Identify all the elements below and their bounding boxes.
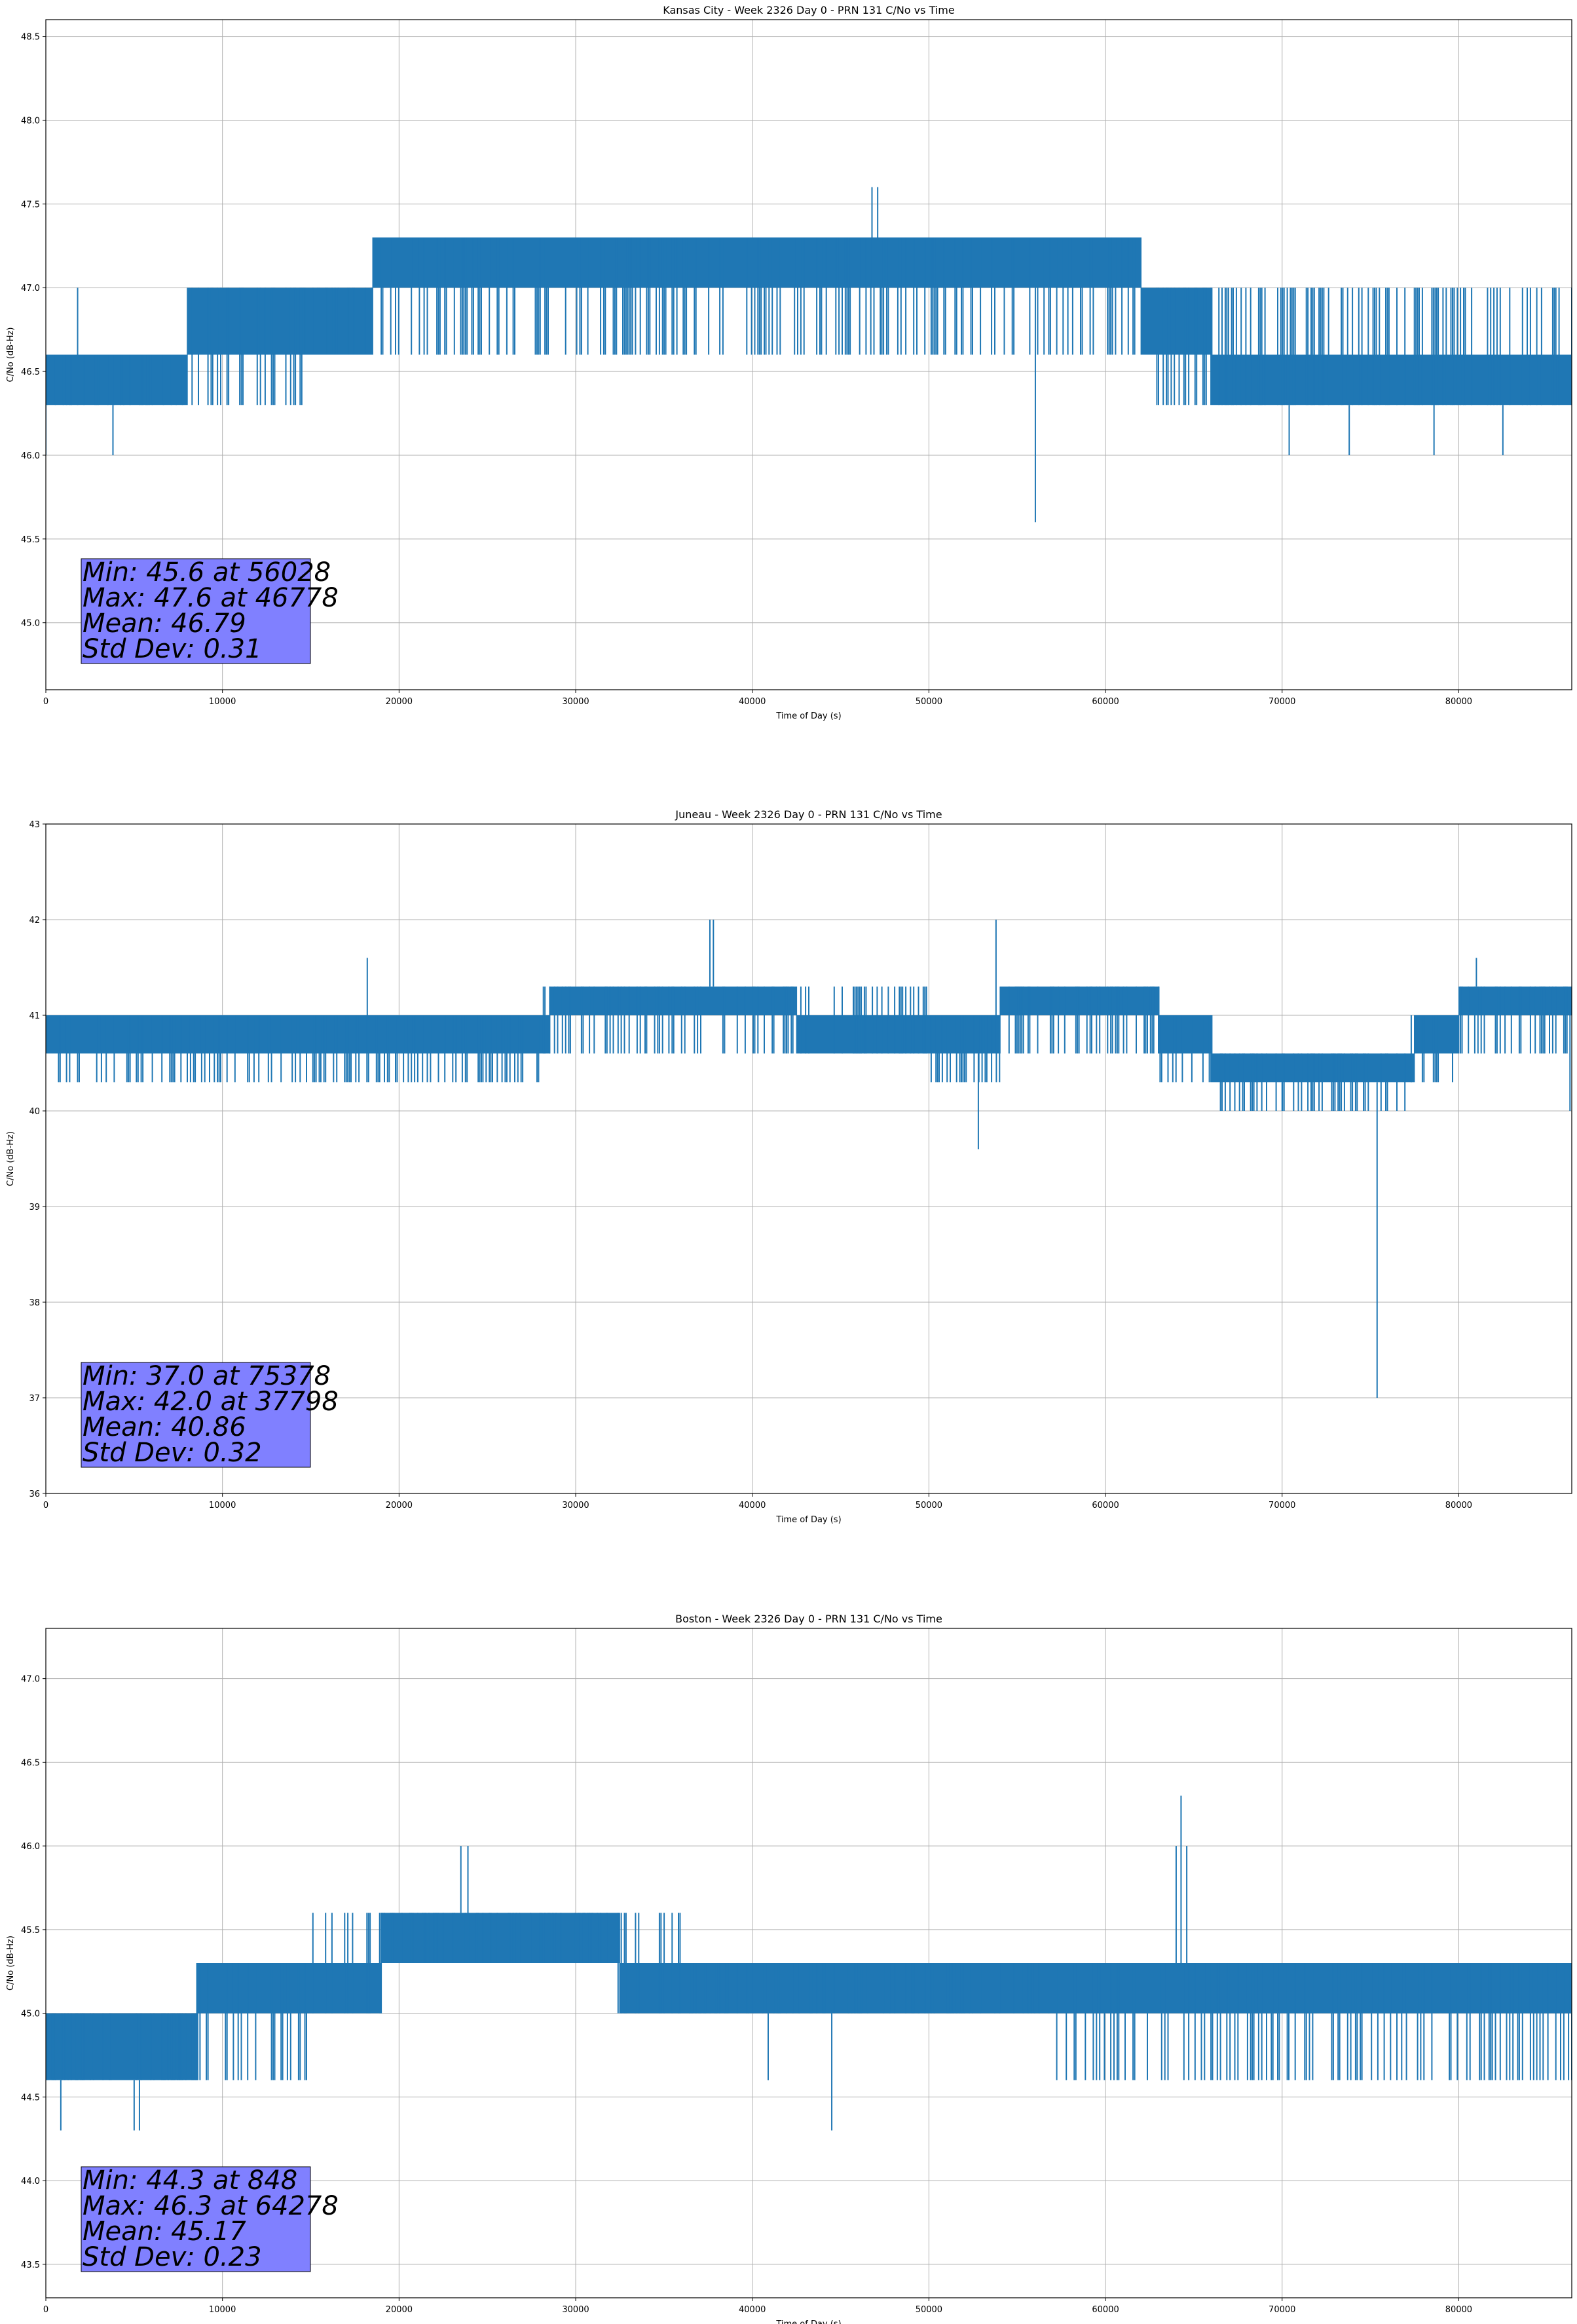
x-tick-label: 30000 — [562, 1501, 589, 1510]
x-tick-label: 0 — [43, 2305, 48, 2315]
data-series — [46, 187, 1572, 523]
x-axis-label: Time of Day (s) — [775, 711, 841, 721]
y-tick-label: 45.5 — [21, 1926, 40, 1936]
stats-line: Std Dev: 0.32 — [83, 1438, 262, 1468]
y-tick-label: 46.5 — [21, 1758, 40, 1768]
x-tick-label: 50000 — [916, 1501, 942, 1510]
axes-frame — [45, 823, 1572, 1494]
x-tick-label: 70000 — [1269, 697, 1295, 707]
stats-line: Max: 42.0 at 37798 — [83, 1387, 339, 1417]
x-tick-label: 60000 — [1092, 1501, 1119, 1510]
chart-title: Juneau - Week 2326 Day 0 - PRN 131 C/No … — [675, 808, 942, 821]
y-tick-label: 47.5 — [21, 200, 40, 210]
chart-panel: 0 10000 20000 30000 40000 50000 60000 70000 8000… — [6, 808, 1572, 1525]
y-tick-label: 40 — [29, 1107, 40, 1117]
x-tick-label: 40000 — [739, 1501, 766, 1510]
chart-title: Boston - Week 2326 Day 0 - PRN 131 C/No … — [675, 1613, 942, 1625]
y-tick-label: 47.0 — [21, 1675, 40, 1685]
x-tick-label: 30000 — [562, 697, 589, 707]
series-excursions — [58, 986, 1568, 1111]
y-tick-label: 45.0 — [21, 2010, 40, 2019]
x-tick-label: 20000 — [386, 2305, 413, 2315]
y-tick-label: 46.0 — [21, 1842, 40, 1852]
x-tick-label: 50000 — [916, 2305, 942, 2315]
x-tick-label: 80000 — [1445, 697, 1472, 707]
stats-line: Mean: 46.79 — [83, 609, 246, 639]
y-tick-label: 47.0 — [21, 284, 40, 293]
x-tick-label: 10000 — [209, 697, 236, 707]
stats-line: Min: 44.3 at 848 — [83, 2165, 297, 2196]
y-tick-label: 46.0 — [21, 451, 40, 461]
x-tick-label: 70000 — [1269, 2305, 1295, 2315]
y-tick-label: 45.0 — [21, 619, 40, 629]
x-tick-label: 0 — [43, 1501, 48, 1510]
y-tick-label: 46.5 — [21, 367, 40, 377]
stats-line: Std Dev: 0.31 — [83, 634, 262, 664]
y-tick-label: 42 — [29, 916, 40, 926]
y-tick-label: 44.5 — [21, 2093, 40, 2103]
stats-line: Min: 45.6 at 56028 — [83, 557, 331, 588]
y-tick-label: 43.5 — [21, 2260, 40, 2270]
stats-box-bg — [81, 2166, 311, 2272]
y-tick-label: 37 — [29, 1394, 40, 1404]
x-tick-label: 60000 — [1092, 2305, 1119, 2315]
x-tick-label: 20000 — [386, 697, 413, 707]
data-series — [46, 920, 1572, 1398]
y-tick-label: 43 — [29, 820, 40, 830]
x-axis-label: Time of Day (s) — [775, 2319, 841, 2324]
chart-panel: 0 10000 20000 30000 40000 50000 60000 70000 8000… — [6, 1613, 1572, 2324]
axes-frame — [45, 1628, 1572, 2298]
x-tick-label: 80000 — [1445, 2305, 1472, 2315]
chart-title: Kansas City - Week 2326 Day 0 - PRN 131 … — [663, 4, 954, 16]
x-tick-label: 80000 — [1445, 1501, 1472, 1510]
stats-line: Mean: 45.17 — [83, 2217, 246, 2247]
y-axis-label: C/No (dB-Hz) — [6, 328, 16, 383]
y-tick-label: 48.0 — [21, 116, 40, 126]
x-tick-label: 10000 — [209, 1501, 236, 1510]
data-series — [46, 1795, 1572, 2131]
y-tick-label: 44.0 — [21, 2177, 40, 2186]
stats-line: Max: 47.6 at 46778 — [83, 583, 339, 613]
x-tick-label: 10000 — [209, 2305, 236, 2315]
x-tick-label: 30000 — [562, 2305, 589, 2315]
stats-line: Std Dev: 0.23 — [83, 2242, 262, 2272]
series-excursions — [46, 237, 1572, 405]
y-axis-label: C/No (dB-Hz) — [6, 1936, 16, 1991]
y-tick-label: 39 — [29, 1203, 40, 1212]
y-tick-label: 41 — [29, 1011, 40, 1021]
x-tick-label: 60000 — [1092, 697, 1119, 707]
x-tick-label: 70000 — [1269, 1501, 1295, 1510]
series-excursions — [46, 1913, 1572, 2080]
stats-box-bg — [81, 558, 311, 664]
y-tick-label: 36 — [29, 1490, 40, 1499]
y-tick-label: 45.5 — [21, 535, 40, 545]
x-tick-label: 50000 — [916, 697, 942, 707]
stats-line: Mean: 40.86 — [83, 1412, 246, 1442]
y-tick-label: 48.5 — [21, 33, 40, 43]
axes-frame — [45, 19, 1572, 690]
y-axis-label: C/No (dB-Hz) — [6, 1131, 16, 1186]
stats-line: Min: 37.0 at 75378 — [83, 1361, 331, 1391]
stats-box-bg — [81, 1362, 311, 1468]
x-tick-label: 0 — [43, 697, 48, 707]
stats-line: Max: 46.3 at 64278 — [83, 2191, 339, 2221]
x-tick-label: 40000 — [739, 697, 766, 707]
chart-panel: 0 10000 20000 30000 40000 50000 60000 70000 8000… — [6, 4, 1572, 721]
y-tick-label: 38 — [29, 1298, 40, 1308]
x-tick-label: 40000 — [739, 2305, 766, 2315]
x-tick-label: 20000 — [386, 1501, 413, 1510]
x-axis-label: Time of Day (s) — [775, 1515, 841, 1525]
